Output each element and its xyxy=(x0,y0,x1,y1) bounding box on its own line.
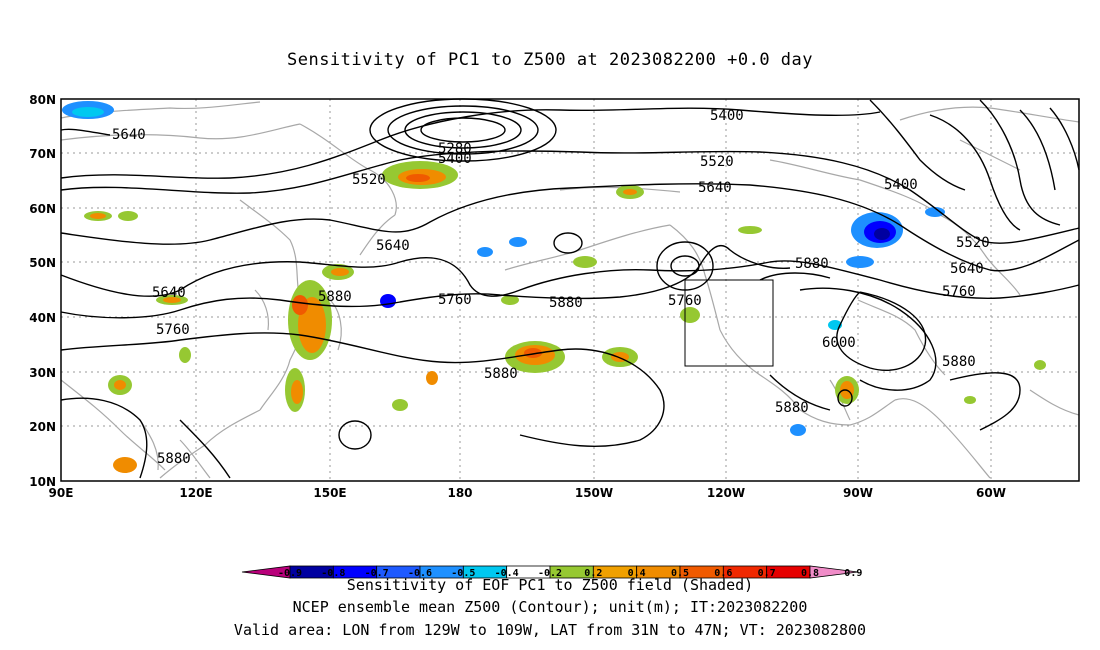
contour-label: 5880 xyxy=(157,451,191,467)
contour-label: 5880 xyxy=(484,366,518,382)
colorbar-label: 0.6 xyxy=(714,568,732,579)
colorbar-label: 0.9 xyxy=(844,568,862,579)
colorbar-label: -0.7 xyxy=(365,568,389,579)
colorbar-label: -0.8 xyxy=(321,568,345,579)
lon-tick-label: 90E xyxy=(49,486,74,500)
lon-tick-label: 180 xyxy=(447,486,472,500)
contour-label: 5880 xyxy=(549,295,583,311)
contour-label: 5640 xyxy=(112,127,146,143)
latitude-axis: 80N 70N 60N 50N 40N 30N 20N 10N xyxy=(29,93,56,489)
contour-label: 5760 xyxy=(438,292,472,308)
contour-label: 5400 xyxy=(884,177,918,193)
lon-tick-label: 60W xyxy=(976,486,1006,500)
lon-tick-label: 120W xyxy=(707,486,745,500)
lat-tick-label: 30N xyxy=(29,366,56,380)
map-title: Sensitivity of PC1 to Z500 at 2023082200… xyxy=(286,50,813,70)
plot-border xyxy=(60,98,1080,482)
caption-sensitivity: Sensitivity of EOF PC1 to Z500 field (Sh… xyxy=(346,576,754,594)
colorbar-label: 0.5 xyxy=(671,568,689,579)
colorbar-label: 0.2 xyxy=(584,568,602,579)
contour-label: 5520 xyxy=(352,172,386,188)
contour-label: 5520 xyxy=(700,154,734,170)
colorbar-label: -0.9 xyxy=(278,568,302,579)
lat-tick-label: 80N xyxy=(29,93,56,107)
contour-label: 5280 xyxy=(438,141,472,157)
contour-label: 5880 xyxy=(775,400,809,416)
sensitivity-shading xyxy=(62,101,1046,473)
lon-tick-label: 150W xyxy=(575,486,613,500)
caption-valid-area: Valid area: LON from 129W to 109W, LAT f… xyxy=(233,621,867,639)
contour-label: 5760 xyxy=(668,293,702,309)
z500-contours xyxy=(60,98,1080,479)
colorbar-label: -0.2 xyxy=(538,568,562,579)
contour-label: 5520 xyxy=(956,235,990,251)
contour-label: 5880 xyxy=(318,289,352,305)
contour-label: 5880 xyxy=(795,256,829,272)
contour-label: 6000 xyxy=(822,335,856,351)
lat-tick-label: 70N xyxy=(29,147,56,161)
contour-label: 5640 xyxy=(152,285,186,301)
contour-label: 5400 xyxy=(438,151,472,167)
contour-label-group: 5640 5280 5400 5520 5400 5520 5640 5400 … xyxy=(112,108,990,467)
contour-label: 5880 xyxy=(942,354,976,370)
contour-label: 5400 xyxy=(710,108,744,124)
lat-tick-label: 20N xyxy=(29,420,56,434)
colorbar-label: 0.4 xyxy=(628,568,646,579)
lat-tick-label: 40N xyxy=(29,311,56,325)
caption-contour: NCEP ensemble mean Z500 (Contour); unit(… xyxy=(292,598,808,616)
colorbar-label: 0.8 xyxy=(801,568,819,579)
lat-tick-label: 10N xyxy=(29,475,56,489)
contour-label: 5640 xyxy=(950,261,984,277)
contour-label: 5640 xyxy=(376,238,410,254)
lon-tick-label: 120E xyxy=(179,486,212,500)
contour-label: 5760 xyxy=(156,322,190,338)
contour-label: 5760 xyxy=(942,284,976,300)
lon-tick-label: 90W xyxy=(843,486,873,500)
valid-area-box xyxy=(684,279,774,367)
colorbar-segment xyxy=(809,565,859,579)
colorbar: -0.9 -0.8 -0.7 -0.6 -0.5 -0.4 -0.2 0.2 0.4 0.5 0.6… xyxy=(241,565,862,579)
colorbar-label: 0.7 xyxy=(758,568,776,579)
colorbar-label: -0.4 xyxy=(495,568,519,579)
lon-tick-label: 150E xyxy=(313,486,346,500)
longitude-axis: 90E 120E 150E 180 150W 120W 90W 60W xyxy=(49,486,1006,500)
map-frame xyxy=(61,99,1079,481)
colorbar-label: -0.6 xyxy=(408,568,432,579)
colorbar-label: -0.5 xyxy=(451,568,475,579)
lat-tick-label: 60N xyxy=(29,202,56,216)
lat-tick-label: 50N xyxy=(29,256,56,270)
contour-label: 5640 xyxy=(698,180,732,196)
